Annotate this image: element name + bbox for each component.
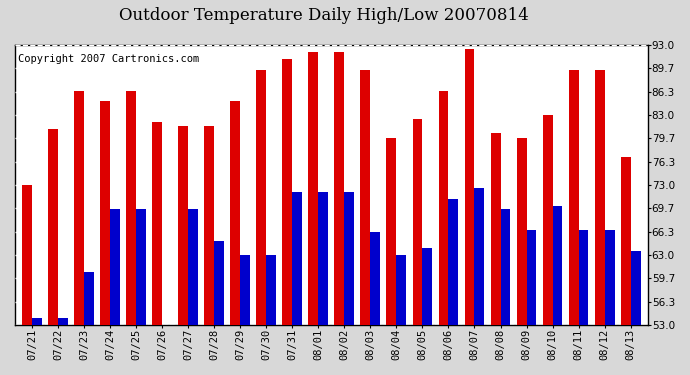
Bar bbox=[178, 126, 188, 325]
Bar bbox=[631, 251, 640, 325]
Bar bbox=[214, 241, 224, 325]
Bar bbox=[230, 101, 240, 325]
Bar bbox=[282, 59, 293, 325]
Bar bbox=[84, 272, 94, 325]
Bar bbox=[256, 70, 266, 325]
Bar bbox=[344, 192, 354, 325]
Bar bbox=[58, 318, 68, 325]
Bar bbox=[439, 91, 449, 325]
Bar bbox=[526, 230, 536, 325]
Bar bbox=[621, 157, 631, 325]
Text: Outdoor Temperature Daily High/Low 20070814: Outdoor Temperature Daily High/Low 20070… bbox=[119, 8, 529, 24]
Bar bbox=[240, 255, 250, 325]
Bar bbox=[517, 138, 526, 325]
Bar bbox=[308, 52, 318, 325]
Bar bbox=[553, 206, 562, 325]
Bar bbox=[542, 115, 553, 325]
Bar bbox=[318, 192, 328, 325]
Bar bbox=[74, 91, 84, 325]
Bar bbox=[293, 192, 302, 325]
Bar bbox=[464, 49, 475, 325]
Bar bbox=[335, 52, 344, 325]
Bar bbox=[100, 101, 110, 325]
Bar bbox=[475, 188, 484, 325]
Bar bbox=[110, 209, 120, 325]
Bar bbox=[188, 209, 198, 325]
Bar bbox=[491, 132, 500, 325]
Bar bbox=[386, 138, 396, 325]
Bar bbox=[422, 248, 433, 325]
Bar bbox=[396, 255, 406, 325]
Bar bbox=[360, 70, 371, 325]
Bar bbox=[413, 118, 422, 325]
Bar bbox=[126, 91, 136, 325]
Bar bbox=[152, 122, 162, 325]
Bar bbox=[448, 199, 458, 325]
Bar bbox=[579, 230, 589, 325]
Bar bbox=[136, 209, 146, 325]
Bar bbox=[32, 318, 42, 325]
Bar bbox=[500, 209, 511, 325]
Bar bbox=[371, 232, 380, 325]
Bar bbox=[569, 70, 579, 325]
Bar bbox=[22, 185, 32, 325]
Bar bbox=[266, 255, 276, 325]
Bar bbox=[604, 230, 615, 325]
Text: Copyright 2007 Cartronics.com: Copyright 2007 Cartronics.com bbox=[18, 54, 199, 64]
Bar bbox=[595, 70, 604, 325]
Bar bbox=[204, 126, 214, 325]
Bar bbox=[48, 129, 58, 325]
